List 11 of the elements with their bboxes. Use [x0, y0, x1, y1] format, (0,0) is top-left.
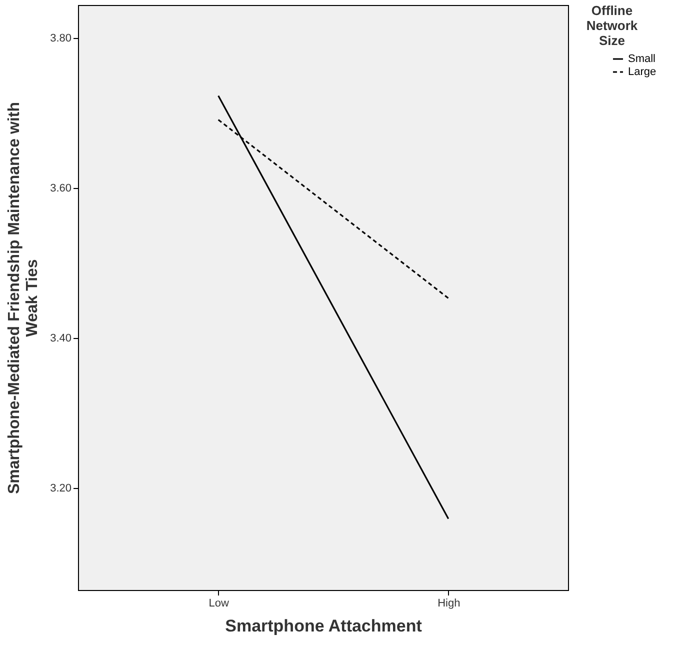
x-axis-title: Smartphone Attachment [225, 616, 422, 636]
y-tick-label: 3.40 [50, 332, 72, 344]
y-tick-label: 3.20 [50, 482, 72, 494]
x-tick-label: Low [208, 598, 229, 610]
y-axis-title: Smartphone-Mediated Friendship Maintenance with Weak Ties [6, 102, 42, 494]
x-tick-label: High [438, 598, 460, 610]
legend-title: Offline Network Size [586, 3, 638, 48]
legend-label: Large [628, 66, 656, 78]
legend-label: Small [628, 53, 656, 65]
y-tick-label: 3.60 [50, 182, 72, 194]
y-tick-label: 3.80 [50, 32, 72, 44]
